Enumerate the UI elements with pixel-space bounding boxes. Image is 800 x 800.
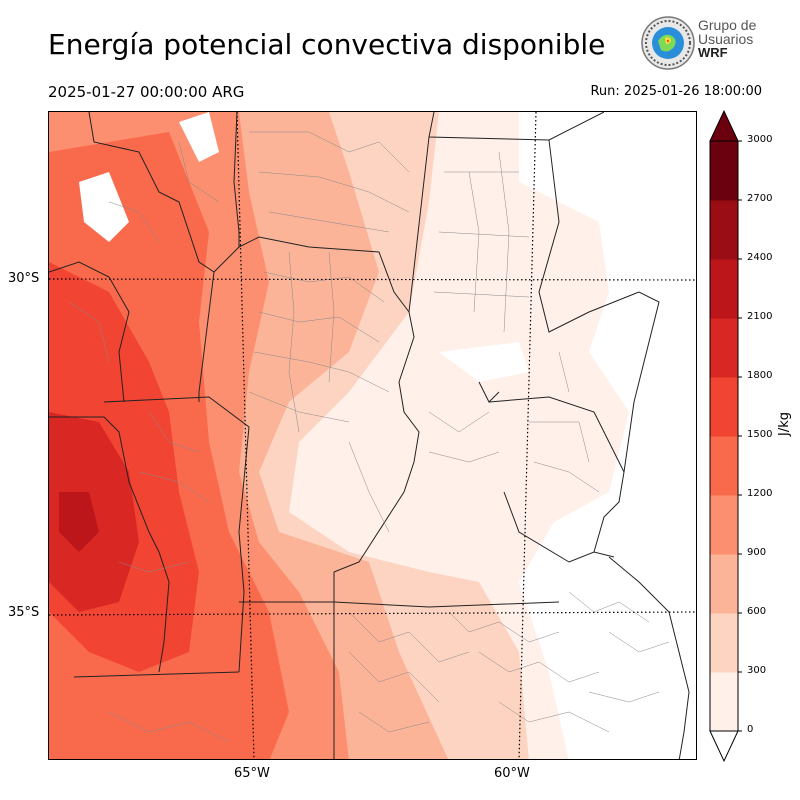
colorbar-max-extend (709, 109, 739, 142)
graticule (49, 112, 696, 759)
lat-label-35s: 35°S (8, 605, 40, 620)
colorbar-min-extend (709, 730, 739, 763)
colorbar-tick-label: 1800 (747, 370, 773, 381)
colorbar-tick-label: 3000 (747, 134, 773, 145)
lat-label-30s: 30°S (8, 271, 40, 286)
colorbar-tick-label: 2700 (747, 193, 773, 204)
map-title: Energía potencial convectiva disponible (48, 28, 606, 61)
colorbar-segment (710, 141, 738, 201)
lon-label-65w: 65°W (234, 766, 270, 781)
colorbar-segment (710, 613, 738, 673)
lon-label-60w: 60°W (494, 766, 530, 781)
logo-text: Grupo de Usuarios WRF (698, 17, 757, 60)
colorbar-tick-label: 2100 (747, 311, 773, 322)
run-time: Run: 2025-01-26 18:00:00 (590, 84, 762, 99)
colorbar-segment (710, 436, 738, 496)
globe-icon (641, 16, 695, 70)
colorbar-segment (710, 318, 738, 378)
colorbar-ticks (738, 140, 742, 732)
colorbar-tick-label: 300 (747, 665, 767, 676)
colorbar (709, 109, 742, 763)
colorbar-tick-label: 2400 (747, 252, 773, 263)
gridline-60w (518, 112, 537, 759)
colorbar-tick-label: 1500 (747, 429, 773, 440)
colorbar-tick-label: 600 (747, 606, 767, 617)
gridline-30s (49, 278, 696, 281)
valid-time: 2025-01-27 00:00:00 ARG (48, 83, 245, 101)
colorbar-tick-label: 900 (747, 547, 767, 558)
colorbar-unit: J/kg (777, 412, 792, 436)
cape-map[interactable] (48, 111, 697, 760)
colorbar-segment (710, 259, 738, 319)
colorbar-segment (710, 495, 738, 555)
colorbar-tick-label: 0 (747, 724, 754, 735)
no-cape-zone (519, 112, 696, 759)
wrf-logo: Grupo de Usuarios WRF (638, 14, 758, 74)
colorbar-segment (710, 554, 738, 614)
gridline-35s (49, 611, 696, 616)
colorbar-segments (710, 141, 738, 732)
colorbar-segment (710, 672, 738, 732)
gridline-65w (236, 112, 255, 759)
colorbar-segment (710, 200, 738, 260)
colorbar-tick-label: 1200 (747, 488, 773, 499)
colorbar-segment (710, 377, 738, 437)
map-canvas (49, 112, 696, 759)
province-boundaries (49, 112, 690, 759)
